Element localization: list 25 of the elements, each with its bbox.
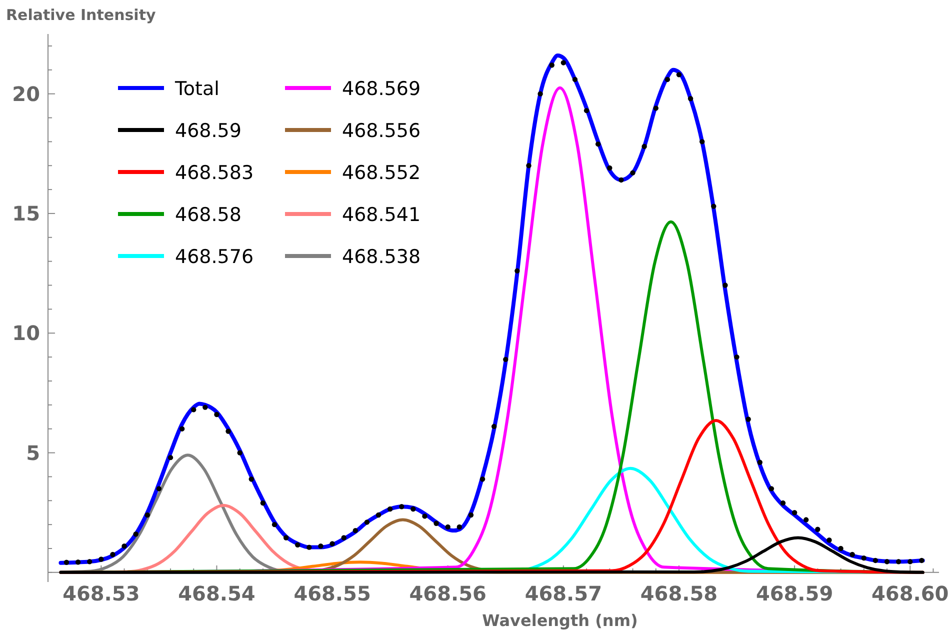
legend-label: 468.538: [342, 246, 421, 268]
legend-label: 468.583: [175, 162, 254, 184]
y-axis-title: Relative Intensity: [6, 6, 156, 24]
y-tick-label: 5: [26, 440, 40, 465]
x-tick-label: 468.58: [640, 581, 718, 606]
legend-label: 468.552: [342, 162, 421, 184]
x-tick-label: 468.59: [756, 581, 834, 606]
x-axis-title: Wavelength (nm): [482, 611, 638, 630]
y-tick-label: 10: [12, 321, 40, 346]
legend-label: Total: [174, 78, 220, 100]
legend-label: 468.556: [342, 120, 421, 142]
legend-label: 468.576: [175, 246, 254, 268]
x-tick-label: 468.56: [409, 581, 486, 606]
x-tick-label: 468.60: [872, 581, 948, 606]
y-tick-label: 20: [12, 82, 40, 106]
legend-label: 468.58: [175, 204, 242, 226]
x-tick-label: 468.54: [178, 581, 256, 606]
y-tick-label: 15: [12, 201, 40, 226]
x-tick-label: 468.53: [62, 581, 140, 606]
line-series: [59, 536, 924, 574]
legend-label: 468.541: [342, 204, 421, 226]
x-tick-label: 468.57: [524, 581, 602, 606]
legend-label: 468.59: [175, 120, 242, 142]
x-tick-label: 468.55: [294, 581, 371, 606]
legend-label: 468.569: [342, 78, 421, 100]
